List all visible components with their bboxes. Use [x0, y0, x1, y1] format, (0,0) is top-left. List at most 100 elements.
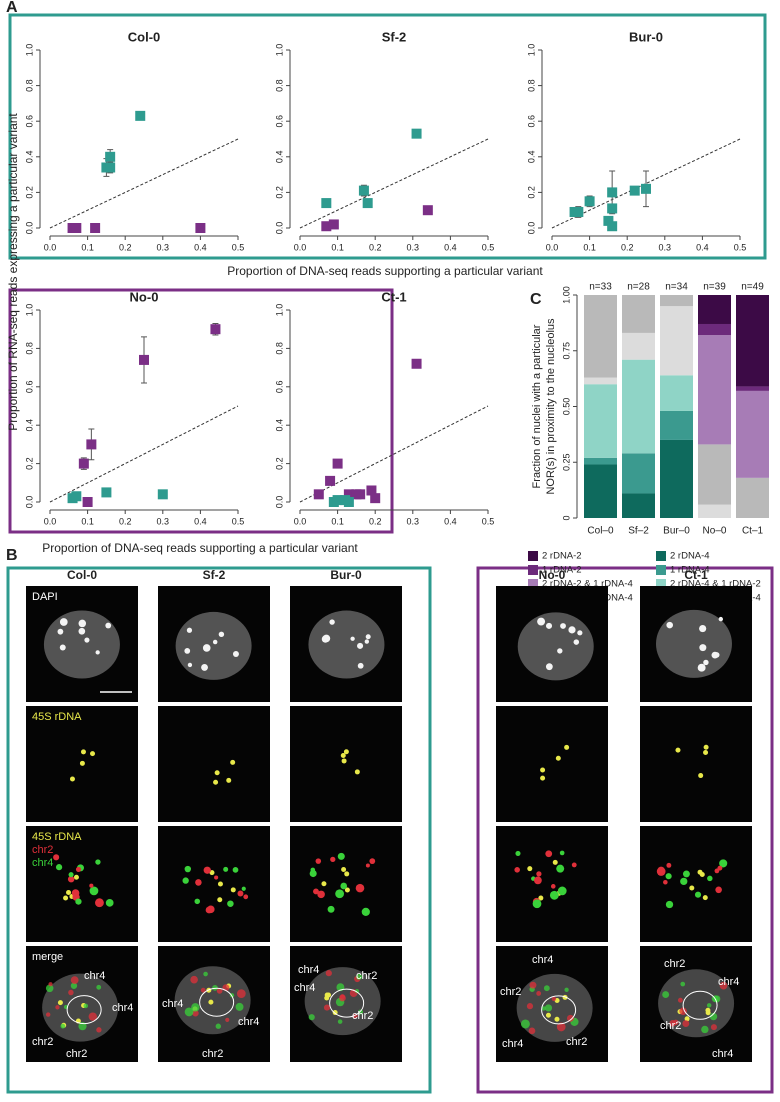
chromosome-paint	[96, 1027, 102, 1033]
x-tick-label: 0.0	[44, 516, 57, 526]
rdna-signal	[230, 887, 236, 893]
row-label: merge	[32, 951, 63, 963]
x-tick-label: 0.2	[369, 516, 382, 526]
chromosome-paint	[682, 1020, 690, 1028]
chromocenter	[187, 662, 193, 668]
chromosome-paint	[665, 900, 674, 909]
point	[422, 205, 433, 216]
chromosome-paint	[184, 865, 192, 873]
chromosome-paint	[55, 1005, 60, 1010]
chromosome-paint	[191, 1003, 200, 1012]
chromocenter	[537, 617, 546, 626]
rdna-signal	[702, 895, 708, 901]
bar-segment	[584, 377, 617, 385]
chromosome-paint	[310, 867, 316, 873]
rdna-signal	[321, 881, 327, 887]
chromosome-paint	[536, 991, 542, 996]
micrograph	[158, 706, 270, 822]
chromosome-paint	[694, 891, 702, 898]
chromosome-paint	[315, 858, 322, 864]
chromosome-paint	[656, 867, 666, 876]
point	[573, 206, 584, 217]
chromosome-paint	[45, 1012, 51, 1017]
y-axis-label: Proportion of RNA-seq reads expressing a…	[6, 113, 20, 431]
point	[332, 495, 343, 506]
rdna-signal	[66, 889, 72, 895]
bar-segment	[622, 332, 655, 360]
x-tick-label: 0.5	[482, 516, 495, 526]
chromosome-paint	[571, 862, 577, 868]
point	[343, 489, 354, 500]
rdna-signal	[344, 887, 350, 893]
x-tick-label: 0.1	[583, 242, 596, 252]
chromosome-paint	[717, 865, 723, 871]
point	[139, 354, 149, 365]
chromosome-paint	[529, 981, 537, 989]
chromosome-paint	[556, 1022, 566, 1032]
row-label: 45S rDNA	[32, 831, 82, 843]
nucleolus-outline	[199, 987, 235, 1017]
x-tick-label: 0.2	[119, 516, 132, 526]
y-tick-label: 1.0	[24, 44, 34, 57]
chromosome-paint	[339, 994, 346, 1002]
rdna-signal	[538, 895, 544, 901]
nucleus	[42, 973, 119, 1042]
chromosome-label: chr2	[356, 970, 377, 982]
bar-segment	[622, 295, 655, 333]
chromosome-paint	[701, 1025, 709, 1034]
bar-annotation: n=33	[589, 282, 612, 293]
rdna-signal	[545, 1012, 551, 1018]
x-tick-label: 0.0	[294, 516, 307, 526]
chromosome-label: chr4	[238, 1016, 259, 1028]
y-tick-label: 0.8	[24, 342, 34, 355]
chromosome-paint	[317, 890, 325, 899]
chromosome-paint	[89, 886, 99, 896]
micrograph	[496, 826, 608, 942]
chromosome-paint	[706, 1003, 712, 1008]
chromocenter	[59, 618, 68, 626]
chromosome-paint	[70, 982, 78, 989]
chromosome-paint	[566, 1014, 574, 1022]
rdna-signal	[217, 897, 223, 903]
nucleus	[43, 610, 120, 679]
chromosome-paint	[313, 888, 319, 895]
chromocenter	[78, 627, 86, 635]
bar-annotation: n=34	[665, 282, 688, 293]
chromosome-paint	[673, 1019, 679, 1026]
y-tick-label: 0.50	[561, 398, 571, 416]
rdna-signal	[552, 859, 558, 865]
chromosome-paint	[232, 867, 239, 873]
point	[105, 162, 116, 173]
nucleus	[655, 609, 732, 678]
chromosome-label: chr2	[500, 986, 521, 998]
bar-segment	[736, 386, 769, 391]
chromosome-paint	[48, 982, 53, 987]
y-tick-label: 0.0	[274, 222, 284, 235]
point	[343, 497, 354, 507]
chromocenter	[84, 637, 90, 643]
point	[325, 475, 336, 486]
chromosome-paint	[323, 1004, 331, 1011]
rdna-signal	[69, 776, 75, 782]
micrograph	[640, 826, 752, 942]
bar-segment	[584, 384, 617, 458]
micrograph	[158, 826, 270, 942]
chromocenter	[718, 616, 723, 622]
rdna-signal	[343, 749, 349, 755]
y-tick-label: 1.0	[24, 304, 34, 317]
chromosome-paint	[515, 850, 521, 856]
chromocenter	[703, 659, 709, 666]
chromosome-paint	[710, 1024, 717, 1031]
chromosome-paint	[543, 985, 550, 992]
chromosome-paint	[680, 877, 688, 886]
y-tick-label: 0.6	[24, 115, 34, 128]
panel-b-right-frame	[476, 566, 774, 1094]
chromocenter	[184, 648, 191, 654]
point	[607, 187, 618, 198]
legend-label: 2 rDNA-2	[542, 551, 582, 562]
legend-label: 2 rDNA-4 & 1 rDNA-2	[670, 579, 761, 590]
bar-segment	[660, 306, 693, 376]
bar-annotation: n=39	[703, 282, 726, 293]
y-tick-label: 0.2	[24, 186, 34, 199]
chromosome-paint	[95, 898, 104, 908]
